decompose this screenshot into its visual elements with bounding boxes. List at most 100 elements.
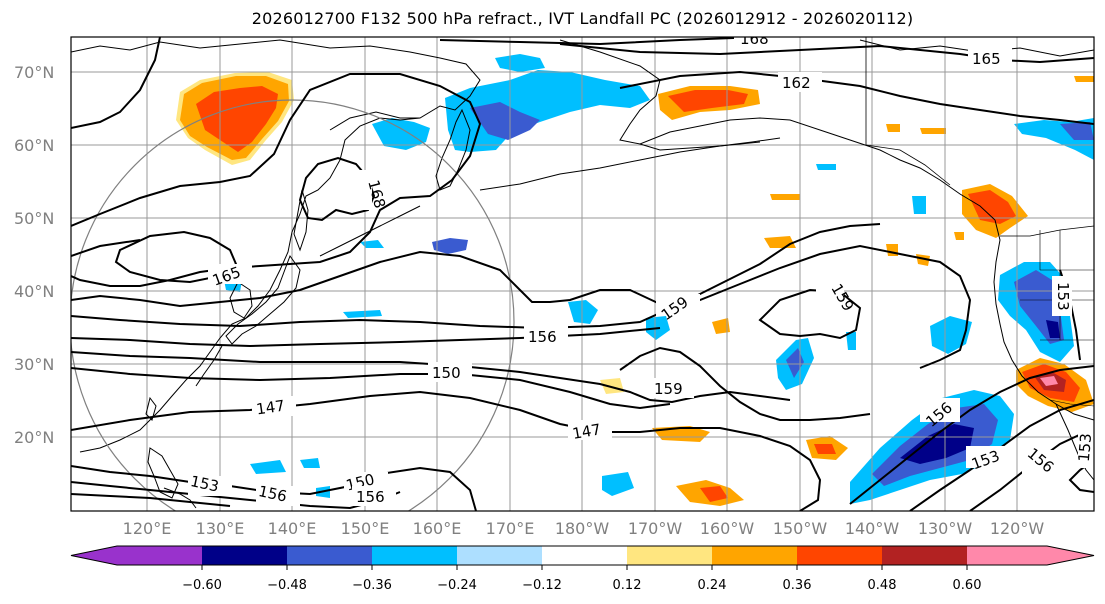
positive-anomaly-blob xyxy=(600,378,624,394)
contour-168-inner-loop xyxy=(298,156,376,222)
longitude-label: 150°W xyxy=(773,519,828,538)
contour-label: 156 xyxy=(528,328,557,346)
contour-label: 147 xyxy=(255,397,286,419)
contour-label: 153 xyxy=(1054,282,1072,311)
longitude-label: 130°E xyxy=(196,519,245,538)
contour-label-group: 168 165 162 168 165 159 159 156 150 159 … xyxy=(188,30,1095,506)
contour-159-loop xyxy=(758,288,862,340)
positive-anomaly-blob xyxy=(700,486,728,502)
contour-165-north xyxy=(71,37,161,129)
us-mexico-border xyxy=(1049,399,1094,407)
positive-anomaly-blob xyxy=(712,318,730,334)
latitude-labels: 70°N 60°N 50°N 40°N 30°N 20°N xyxy=(14,63,54,447)
negative-anomaly-blob xyxy=(250,460,286,474)
negative-anomaly-blob xyxy=(470,102,540,140)
longitude-label: 120°W xyxy=(990,519,1045,538)
colorbar-tick-label: 0.12 xyxy=(613,578,642,593)
colorbar-tick-label: 0.24 xyxy=(698,578,727,593)
negative-anomaly-blob xyxy=(432,238,468,254)
colorbar-tick-labels: −0.60 −0.48 −0.36 −0.24 −0.12 0.12 0.24 … xyxy=(182,578,981,593)
contour-label: 153 xyxy=(1075,433,1095,463)
contour-label: 153 xyxy=(189,472,221,496)
colorbar-under-triangle xyxy=(71,546,118,565)
contour-156-southeast xyxy=(849,365,1094,505)
colorbar-bin xyxy=(542,546,628,565)
negative-anomaly-blob xyxy=(602,472,634,496)
colorbar-bin xyxy=(967,546,1047,565)
sakhalin-coastline xyxy=(293,189,309,252)
alaska-coastline xyxy=(559,39,996,221)
contour-165-west-loop xyxy=(71,73,482,287)
contour-label: 156 xyxy=(257,482,289,506)
aleutian-islands xyxy=(479,141,761,191)
positive-anomaly-blob xyxy=(770,194,800,200)
longitude-label: 130°W xyxy=(918,519,973,538)
colorbar-tick-label: 0.36 xyxy=(783,578,812,593)
negative-anomaly-blob xyxy=(360,240,384,248)
colorbar-bin xyxy=(457,546,543,565)
longitude-label: 140°E xyxy=(268,519,317,538)
positive-anomaly-blob xyxy=(814,444,836,454)
latitude-label: 30°N xyxy=(14,355,54,374)
japan-south-islands xyxy=(195,345,223,387)
colorbar-bin xyxy=(117,546,203,565)
colorbar-outline xyxy=(70,545,1095,566)
positive-anomaly-blob xyxy=(886,124,900,132)
japan-coastline xyxy=(225,254,301,345)
map-frame xyxy=(70,36,1095,512)
colorbar: −0.60 −0.48 −0.36 −0.24 −0.12 0.12 0.24 … xyxy=(70,545,1095,593)
negative-anomaly-blob xyxy=(816,164,836,170)
positive-anomaly-blob xyxy=(954,232,964,240)
colorbar-tick-label: −0.48 xyxy=(267,578,307,593)
contour-153-south xyxy=(71,493,231,507)
map-content: 168 165 162 168 165 159 159 156 150 159 … xyxy=(71,30,1095,511)
map-title: 2026012700 F132 500 hPa refract., IVT La… xyxy=(251,9,914,28)
colorbar-bin xyxy=(202,546,288,565)
longitude-labels: 120°E 130°E 140°E 150°E 160°E 170°E 180°… xyxy=(123,519,1045,538)
philippines-coastline xyxy=(147,447,179,499)
contour-label: 150 xyxy=(432,364,461,382)
contour-153 xyxy=(71,351,791,404)
negative-anomaly-blob xyxy=(343,310,382,318)
kamchatka-coastline xyxy=(435,108,471,191)
longitude-label: 160°E xyxy=(413,519,462,538)
contour-162-central xyxy=(71,244,972,369)
colorbar-over-triangle xyxy=(1046,546,1094,565)
colorbar-tick-label: −0.24 xyxy=(437,578,477,593)
negative-anomaly-blob xyxy=(912,196,926,214)
taiwan-coastline xyxy=(145,396,157,421)
colorbar-tick-label: −0.60 xyxy=(182,578,222,593)
colorbar-bin xyxy=(882,546,968,565)
latitude-label: 70°N xyxy=(14,63,54,82)
positive-anomaly-blob xyxy=(1040,376,1058,386)
okhotsk-coastline xyxy=(329,111,420,131)
longitude-label: 180°W xyxy=(555,519,610,538)
colorbar-ticks xyxy=(201,565,968,570)
negative-anomaly-blob xyxy=(568,300,598,324)
colorbar-bin xyxy=(372,546,458,565)
colorbar-tick-label: 0.60 xyxy=(953,578,982,593)
latitude-label: 50°N xyxy=(14,209,54,228)
negative-anomaly-blob xyxy=(300,458,320,468)
alaska-peninsula xyxy=(639,137,781,151)
negative-anomaly-blob xyxy=(900,424,974,464)
negative-anomaly-blob xyxy=(1060,122,1094,140)
latitude-label: 40°N xyxy=(14,282,54,301)
colorbar-tick-label: −0.12 xyxy=(522,578,562,593)
negative-anomaly-blob xyxy=(372,118,430,150)
positive-anomaly-blob xyxy=(668,90,748,112)
colorbar-bin xyxy=(797,546,883,565)
latitude-label: 20°N xyxy=(14,428,54,447)
negative-anomaly-blob xyxy=(495,54,545,72)
philippines-islands xyxy=(163,487,197,509)
contour-label: 156 xyxy=(356,488,385,506)
contour-label: 168 xyxy=(740,30,769,48)
contour-159 xyxy=(71,223,881,330)
contour-label: 165 xyxy=(972,50,1001,68)
contour-147-south xyxy=(71,465,477,511)
korea-coastline xyxy=(229,281,253,319)
contour-162-west xyxy=(71,239,141,257)
longitude-label: 160°W xyxy=(700,519,755,538)
positive-anomaly-blob xyxy=(1074,76,1094,82)
